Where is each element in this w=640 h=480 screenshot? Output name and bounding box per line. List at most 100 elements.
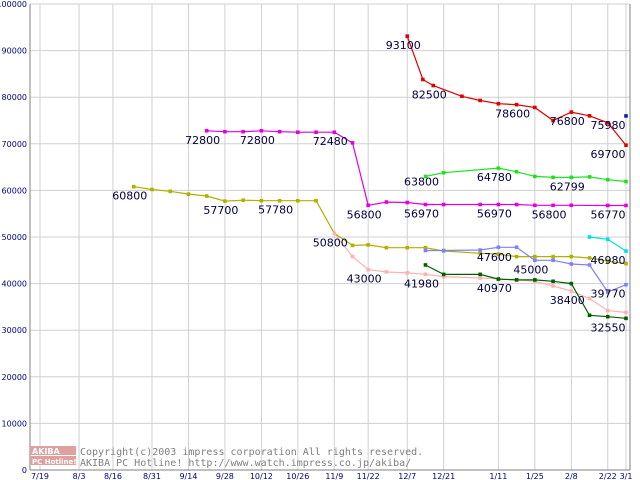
data-point — [350, 254, 355, 259]
series-line — [206, 130, 626, 207]
data-label: 56970 — [477, 208, 512, 221]
data-point — [441, 202, 446, 207]
data-label: 64780 — [477, 171, 512, 184]
data-point — [533, 174, 537, 179]
x-tick-label: 10/26 — [286, 472, 309, 480]
data-label: 72480 — [313, 135, 348, 148]
data-point — [421, 77, 425, 82]
data-label: 50800 — [313, 236, 348, 249]
data-point — [624, 261, 628, 266]
y-tick-label: 10000 — [2, 419, 27, 428]
data-label: 93100 — [386, 39, 421, 52]
data-point — [296, 198, 300, 203]
data-point — [569, 262, 574, 266]
data-point — [605, 290, 610, 294]
series-layer — [131, 34, 628, 321]
data-point — [624, 316, 628, 321]
data-point — [277, 129, 282, 134]
y-tick-label: 60000 — [2, 186, 27, 195]
akiba-logo-icon — [30, 446, 76, 455]
data-label: 38400 — [550, 294, 585, 307]
series-7 — [423, 245, 628, 294]
data-point — [478, 251, 482, 256]
data-point — [496, 202, 501, 207]
data-point — [551, 258, 555, 263]
series-8 — [423, 166, 628, 184]
y-tick-label: 100000 — [0, 0, 27, 9]
data-point — [332, 231, 337, 236]
x-tick-label: 11/22 — [357, 472, 380, 480]
data-label: 72800 — [185, 134, 220, 147]
data-label: 56770 — [591, 208, 626, 221]
series-1 — [405, 34, 628, 147]
data-label: 72800 — [240, 134, 275, 147]
data-point — [551, 254, 555, 259]
data-point — [533, 254, 537, 259]
data-point — [350, 141, 355, 145]
data-point — [384, 200, 389, 204]
data-point — [514, 169, 519, 174]
data-point — [624, 282, 628, 287]
data-label: 78600 — [495, 108, 530, 121]
data-point — [533, 203, 537, 208]
x-tick-label: 8/16 — [104, 472, 122, 480]
data-label: 56800 — [347, 208, 382, 221]
x-tick-label: 7/19 — [31, 472, 49, 480]
data-point — [587, 114, 592, 118]
series-3 — [204, 128, 628, 208]
data-point — [551, 284, 555, 288]
data-point — [514, 102, 519, 107]
data-point — [496, 166, 501, 170]
data-point — [441, 274, 446, 279]
data-label: 39770 — [591, 288, 626, 301]
data-point — [423, 174, 428, 179]
data-point — [366, 267, 370, 272]
data-label: 43000 — [347, 273, 382, 286]
data-point — [384, 245, 389, 250]
data-point — [496, 277, 501, 281]
data-label: 40970 — [477, 282, 512, 295]
data-label: 45000 — [513, 263, 548, 276]
data-point — [423, 248, 428, 253]
data-point — [587, 313, 592, 318]
x-tick-label: 2/8 — [565, 472, 578, 480]
y-tick-label: 90000 — [2, 47, 27, 56]
data-point — [514, 245, 519, 250]
data-point — [551, 203, 555, 208]
chart-grid — [30, 3, 630, 471]
data-point — [624, 310, 628, 315]
x-tick-label: 8/31 — [143, 472, 161, 480]
data-label: 56970 — [404, 208, 439, 221]
x-tick-label: 2/22 — [599, 472, 617, 480]
y-tick-label: 0 — [22, 466, 27, 475]
data-point — [496, 245, 501, 250]
data-label: 63800 — [404, 176, 439, 189]
data-point — [168, 189, 173, 194]
data-point — [150, 187, 154, 192]
data-point — [241, 129, 245, 134]
data-point — [569, 289, 574, 293]
data-point — [366, 203, 370, 208]
data-point — [605, 237, 610, 242]
data-point — [569, 175, 574, 180]
data-point — [496, 101, 501, 106]
x-tick-label: 11/9 — [325, 472, 343, 480]
data-point — [587, 296, 592, 301]
x-tick-label: 1/25 — [526, 472, 544, 480]
data-point — [587, 235, 592, 239]
data-point — [514, 202, 519, 207]
data-point — [569, 281, 574, 286]
data-point — [551, 279, 555, 284]
data-point — [605, 259, 610, 264]
series-9 — [587, 235, 628, 253]
data-point — [259, 198, 264, 203]
series-6 — [423, 263, 628, 321]
y-tick-label: 20000 — [2, 373, 27, 382]
x-tick-label: 12/7 — [398, 472, 416, 480]
series-2 — [624, 114, 628, 118]
data-point — [186, 192, 191, 196]
data-point — [569, 254, 574, 259]
data-point — [551, 175, 555, 180]
data-point — [478, 98, 482, 103]
